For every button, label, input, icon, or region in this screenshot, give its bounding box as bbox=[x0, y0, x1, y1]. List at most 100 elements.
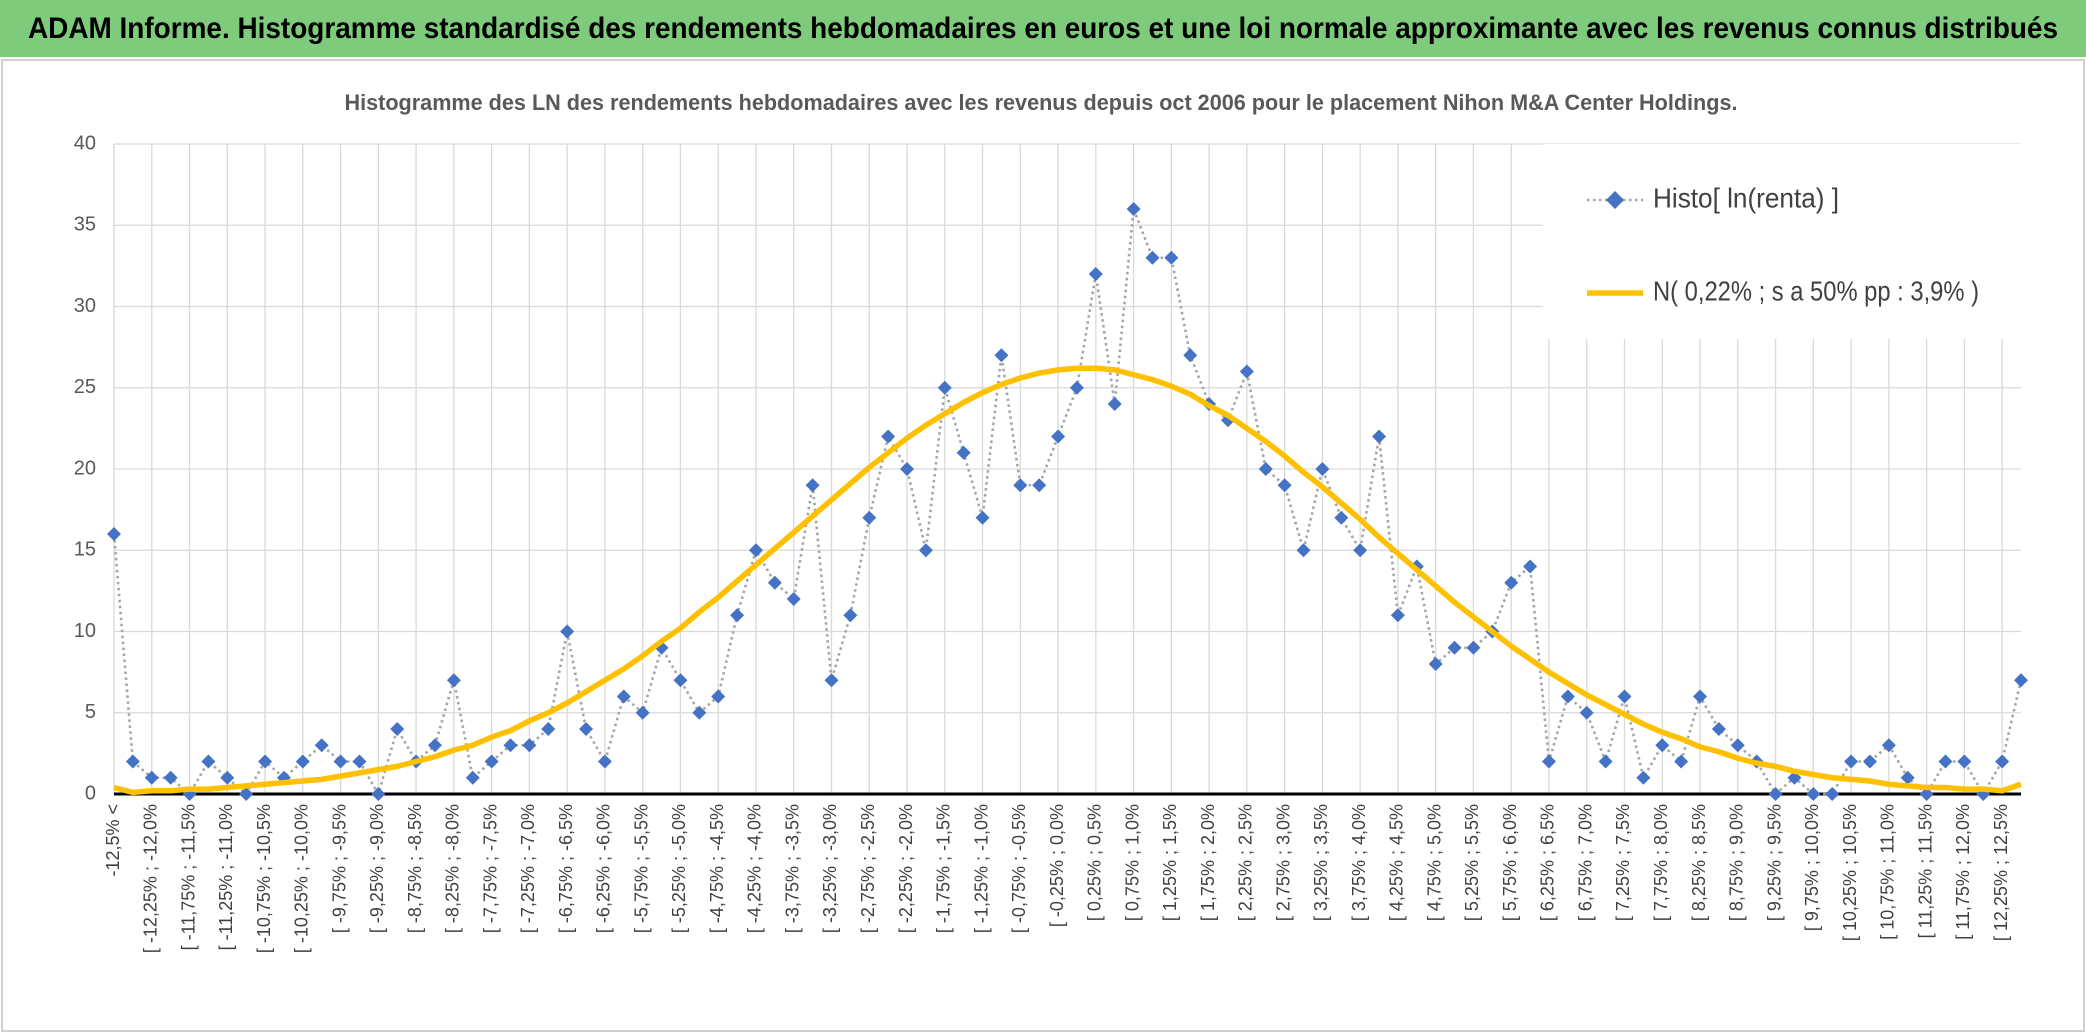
diamond-marker bbox=[1938, 754, 1953, 769]
x-tick-label: [ 10,75% ; 11,0% bbox=[1878, 804, 1898, 940]
series-line bbox=[113, 365, 2022, 796]
diamond-marker bbox=[1126, 202, 1141, 216]
x-tick-label: [ 2,25% ; 2,5% bbox=[1236, 804, 1256, 921]
x-tick-label: [ 10,25% ; 10,5% bbox=[1840, 804, 1860, 941]
diamond-marker bbox=[1560, 689, 1575, 704]
diamond-marker bbox=[918, 543, 933, 558]
x-tick-label: [ 6,25% ; 6,5% bbox=[1538, 804, 1558, 921]
diamond-marker bbox=[1900, 770, 1915, 785]
diamond-marker bbox=[786, 592, 801, 606]
diamond-marker bbox=[1919, 787, 1934, 801]
x-tick-label: [ -6,25% ; -6,0% bbox=[594, 804, 614, 933]
x-tick-label: [ 4,25% ; 4,5% bbox=[1387, 804, 1407, 921]
diamond-marker bbox=[1258, 462, 1273, 476]
diamond-marker bbox=[371, 787, 386, 801]
x-tick-label: [ 12,25% ; 12,5% bbox=[1991, 804, 2011, 941]
x-tick-label: [ 8,25% ; 8,5% bbox=[1689, 804, 1709, 921]
diamond-marker bbox=[1995, 754, 2010, 769]
diamond-marker bbox=[1617, 689, 1632, 704]
diamond-marker bbox=[1504, 575, 1519, 590]
diamond-marker bbox=[1674, 754, 1689, 769]
diamond-marker bbox=[1711, 722, 1726, 736]
diamond-marker bbox=[1862, 754, 1877, 769]
x-tick-label: [ 1,75% ; 2,0% bbox=[1198, 804, 1218, 921]
x-tick-label: [ -12,25% ; -12,0% bbox=[141, 804, 161, 953]
diamond-marker bbox=[1277, 478, 1292, 493]
diamond-marker bbox=[295, 754, 310, 769]
diamond-marker bbox=[1541, 754, 1556, 769]
x-tick-label: [ -8,75% ; -8,5% bbox=[405, 804, 425, 933]
diamond-marker bbox=[748, 543, 763, 558]
diamond-marker bbox=[843, 608, 858, 623]
x-tick-label: [ 3,75% ; 4,0% bbox=[1349, 804, 1369, 921]
x-tick-label: [ 4,75% ; 5,0% bbox=[1424, 804, 1444, 921]
diamond-marker bbox=[314, 738, 329, 753]
y-tick-label: 0 bbox=[85, 782, 96, 804]
diamond-marker bbox=[673, 673, 688, 688]
diamond-marker bbox=[730, 608, 745, 623]
diamond-marker bbox=[1957, 754, 1972, 769]
diamond-marker bbox=[446, 673, 461, 688]
diamond-marker bbox=[258, 754, 273, 769]
diamond-marker bbox=[1051, 429, 1066, 444]
x-tick-label: [ 8,75% ; 9,0% bbox=[1727, 804, 1747, 921]
diamond-marker bbox=[1636, 770, 1651, 785]
diamond-marker bbox=[900, 462, 915, 476]
x-tick-label: [ -0,75% ; -0,5% bbox=[1009, 804, 1029, 933]
diamond-marker bbox=[937, 380, 952, 395]
x-tick-label: [ 0,25% ; 0,5% bbox=[1085, 804, 1105, 921]
diamond-marker bbox=[1825, 787, 1840, 801]
x-tick-label: [ -2,75% ; -2,5% bbox=[858, 804, 878, 933]
x-tick-label: [ 2,75% ; 3,0% bbox=[1273, 804, 1293, 921]
diamond-marker bbox=[975, 510, 990, 525]
legend-label: N( 0,22% ; s a 50% pp : 3,9% ) bbox=[1653, 275, 1979, 306]
diamond-marker bbox=[107, 527, 121, 541]
diamond-marker bbox=[767, 575, 782, 590]
diamond-marker bbox=[1598, 754, 1613, 769]
diamond-marker bbox=[805, 478, 820, 493]
diamond-marker bbox=[1088, 267, 1103, 281]
x-tick-label: [ 1,25% ; 1,5% bbox=[1160, 804, 1180, 921]
diamond-marker bbox=[579, 722, 594, 736]
diamond-marker bbox=[465, 770, 480, 785]
diamond-marker bbox=[522, 738, 537, 753]
x-tick-label: [ -11,75% ; -11,5% bbox=[178, 804, 198, 950]
x-tick-label: [ -10,25% ; -10,0% bbox=[292, 804, 312, 953]
diamond-marker bbox=[994, 348, 1009, 363]
x-tick-label: [ -6,75% ; -6,5% bbox=[556, 804, 576, 933]
x-tick-label: [ -1,25% ; -1,0% bbox=[971, 804, 991, 933]
x-tick-label: [ 7,75% ; 8,0% bbox=[1651, 804, 1671, 921]
diamond-marker bbox=[1447, 640, 1462, 655]
diamond-marker bbox=[1032, 478, 1047, 493]
diamond-marker bbox=[1579, 705, 1594, 720]
x-tick-label: -12,5% < bbox=[103, 804, 123, 877]
x-tick-label: [ -2,25% ; -2,0% bbox=[896, 804, 916, 933]
x-tick-label: [ 5,75% ; 6,0% bbox=[1500, 804, 1520, 921]
diamond-marker bbox=[692, 705, 707, 720]
diamond-marker bbox=[484, 754, 499, 769]
x-tick-label: [ -4,75% ; -4,5% bbox=[707, 804, 727, 933]
diamond-marker bbox=[1296, 543, 1311, 558]
x-tick-label: [ 11,25% ; 11,5% bbox=[1915, 804, 1935, 938]
x-tick-label: [ -11,25% ; -11,0% bbox=[216, 804, 236, 950]
legend-box bbox=[1543, 144, 2021, 339]
diamond-marker bbox=[1768, 787, 1783, 801]
diamond-marker bbox=[560, 624, 575, 639]
diamond-marker bbox=[1069, 380, 1084, 395]
diamond-marker bbox=[616, 689, 631, 704]
x-tick-label: [ -7,25% ; -7,0% bbox=[518, 804, 538, 933]
diamond-marker bbox=[239, 787, 254, 801]
x-tick-label: [ 11,75% ; 12,0% bbox=[1953, 804, 1973, 940]
diamond-marker bbox=[1107, 397, 1122, 411]
legend-marker bbox=[1606, 191, 1624, 209]
x-tick-label: [ -10,75% ; -10,5% bbox=[254, 804, 274, 953]
diamond-marker bbox=[956, 445, 971, 460]
y-tick-label: 40 bbox=[74, 132, 96, 154]
diamond-marker bbox=[144, 770, 159, 785]
x-tick-label: [ -5,75% ; -5,5% bbox=[631, 804, 651, 933]
header-title: ADAM Informe. Histogramme standardisé de… bbox=[28, 12, 2058, 45]
x-tick-label: [ 5,25% ; 5,5% bbox=[1462, 804, 1482, 921]
x-tick-label: [ 6,75% ; 7,0% bbox=[1575, 804, 1595, 921]
y-tick-label: 30 bbox=[74, 295, 96, 317]
diamond-marker bbox=[201, 754, 216, 769]
